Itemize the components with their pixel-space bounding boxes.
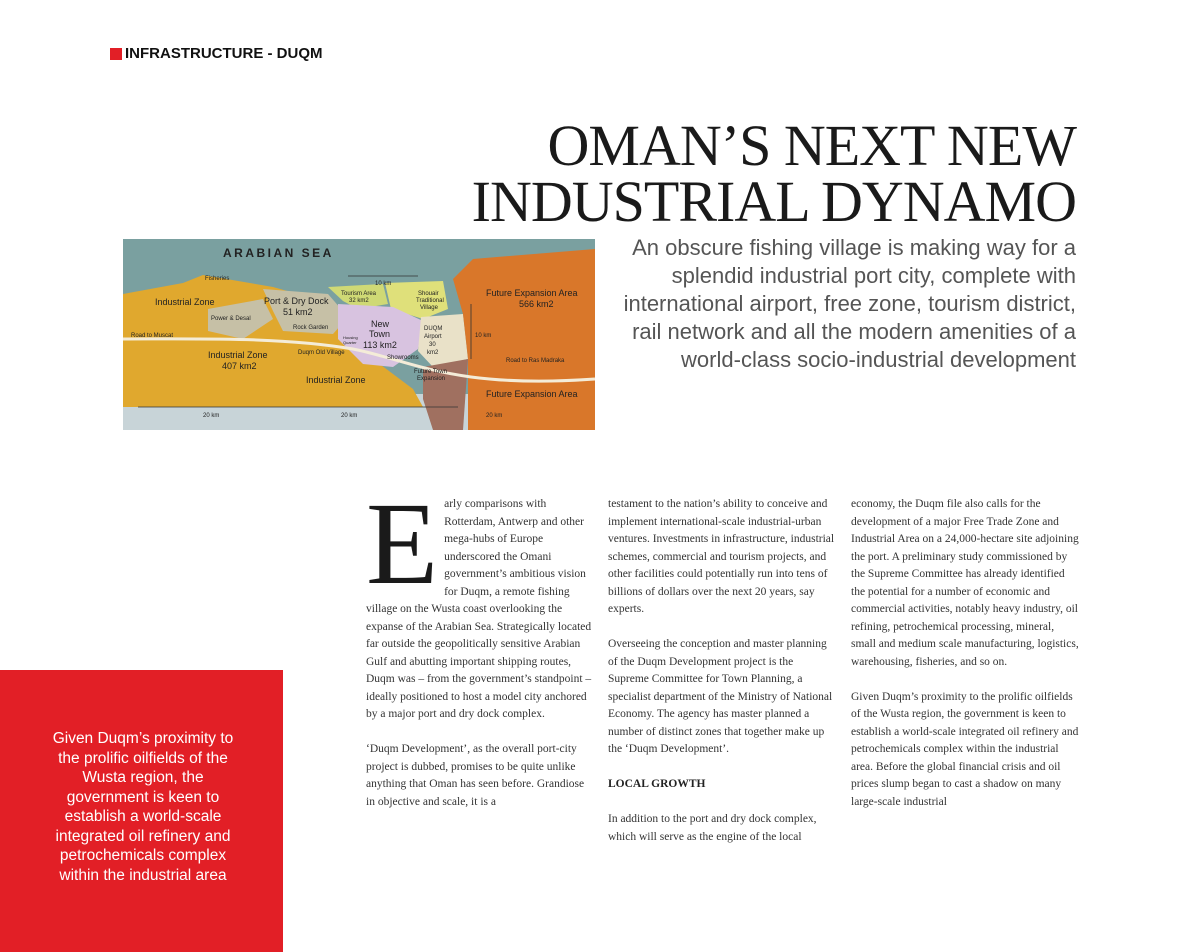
map-pale-land — [208, 299, 273, 339]
paragraph: In addition to the port and dry dock com… — [608, 813, 817, 843]
map-label-future-town: Future Town — [414, 369, 447, 375]
body-column-3: economy, the Duqm file also calls for th… — [851, 496, 1079, 829]
map-label-airport-30: 30 — [429, 342, 436, 348]
map-traditional-village — [385, 281, 448, 319]
map-label-road-ras: Road to Ras Madraka — [506, 358, 565, 364]
map-label-industrial-zone-mid: Industrial Zone — [208, 350, 268, 360]
paragraph: Overseeing the conception and master pla… — [608, 638, 833, 755]
map-label-airport: Airport — [424, 334, 442, 340]
dropcap: E — [366, 478, 439, 609]
subtitle: An obscure fishing village is making way… — [623, 235, 1076, 372]
page-title: OMAN’S NEXT NEW INDUSTRIAL DYNAMO — [471, 113, 1077, 234]
map-label-fisheries: Fisheries — [205, 276, 229, 282]
map-label-duqm-old-village: Duqm Old Village — [298, 350, 345, 356]
map-tourism-area — [328, 284, 388, 309]
body-column-2: testament to the nation’s ability to con… — [608, 496, 836, 864]
map-label-quarter: Quarter — [343, 340, 357, 345]
pull-quote-box — [0, 670, 283, 952]
map-label-scale-10km-v: 10 km — [475, 333, 491, 339]
map-label-industrial-zone-km: 407 km2 — [222, 361, 257, 371]
map-label-showrooms: Showrooms — [387, 355, 419, 361]
paragraph: Given Duqm’s proximity to the prolific o… — [851, 690, 1079, 808]
map-label-tourism-km: 32 km2 — [349, 298, 369, 304]
title-line-1: OMAN’S NEXT NEW — [547, 113, 1077, 178]
map-label-traditional: Traditional — [416, 298, 444, 304]
map-sea-label: ARABIAN SEA — [223, 246, 334, 260]
map-label-new: New — [371, 319, 390, 329]
map-label-industrial-zone-top: Industrial Zone — [155, 297, 215, 307]
map-label-future-area-bottom: Future Expansion Area — [486, 389, 578, 399]
duqm-map: ARABIAN SEA Fisheries Industrial Zone Po… — [123, 239, 595, 430]
map-label-road-muscat: Road to Muscat — [131, 333, 173, 339]
section-tag: INFRASTRUCTURE - DUQM — [110, 45, 322, 62]
paragraph: economy, the Duqm file also calls for th… — [851, 498, 1079, 668]
body-column-1: E arly comparisons with Rotterdam, Antwe… — [366, 478, 594, 829]
map-label-tourism-area: Tourism Area — [341, 291, 377, 297]
map-label-town: Town — [369, 329, 390, 339]
map-label-industrial-zone-bottom: Industrial Zone — [306, 375, 366, 385]
title-line-2: INDUSTRIAL DYNAMO — [471, 169, 1077, 234]
map-road — [123, 337, 595, 383]
map-label-village: Village — [420, 305, 439, 311]
map-label-scale-20km-3: 20 km — [486, 413, 502, 419]
section-tag-label: INFRASTRUCTURE - DUQM — [125, 45, 323, 62]
pull-quote: Given Duqm’s proximity to the prolific o… — [52, 730, 234, 884]
map-airport — [418, 314, 468, 367]
map-label-shouair: Shouair — [418, 291, 439, 297]
map-label-airport-km2: km2 — [427, 350, 439, 356]
map-label-future-area-km: 566 km2 — [519, 299, 554, 309]
map-label-duqm: DUQM — [424, 326, 442, 332]
paragraph: arly comparisons with Rotterdam, Antwerp… — [366, 498, 592, 720]
red-square-icon — [110, 47, 122, 60]
map-port-area — [263, 289, 348, 334]
map-label-rock-garden: Rock Garden — [293, 325, 328, 331]
map-label-housing: Housing — [343, 335, 358, 340]
paragraph: testament to the nation’s ability to con… — [608, 498, 835, 615]
map-label-future-area-top: Future Expansion Area — [486, 288, 578, 298]
map-brown-area — [423, 359, 468, 430]
map-label-town-km: 113 km2 — [363, 340, 397, 350]
paragraph: ‘Duqm Development’, as the overall port-… — [366, 743, 585, 808]
section-heading: LOCAL GROWTH — [608, 778, 706, 790]
map-label-port-area: 51 km2 — [283, 307, 313, 317]
map-label-power-desal: Power & Desal — [211, 316, 251, 322]
map-future-expansion — [453, 249, 595, 430]
map-label-expansion: Expansion — [417, 376, 445, 382]
map-label-port-dry-dock: Port & Dry Dock — [264, 296, 329, 306]
map-label-scale-10km: 10 km — [375, 281, 391, 287]
map-label-scale-20km-2: 20 km — [341, 413, 357, 419]
map-label-scale-20km-1: 20 km — [203, 413, 219, 419]
